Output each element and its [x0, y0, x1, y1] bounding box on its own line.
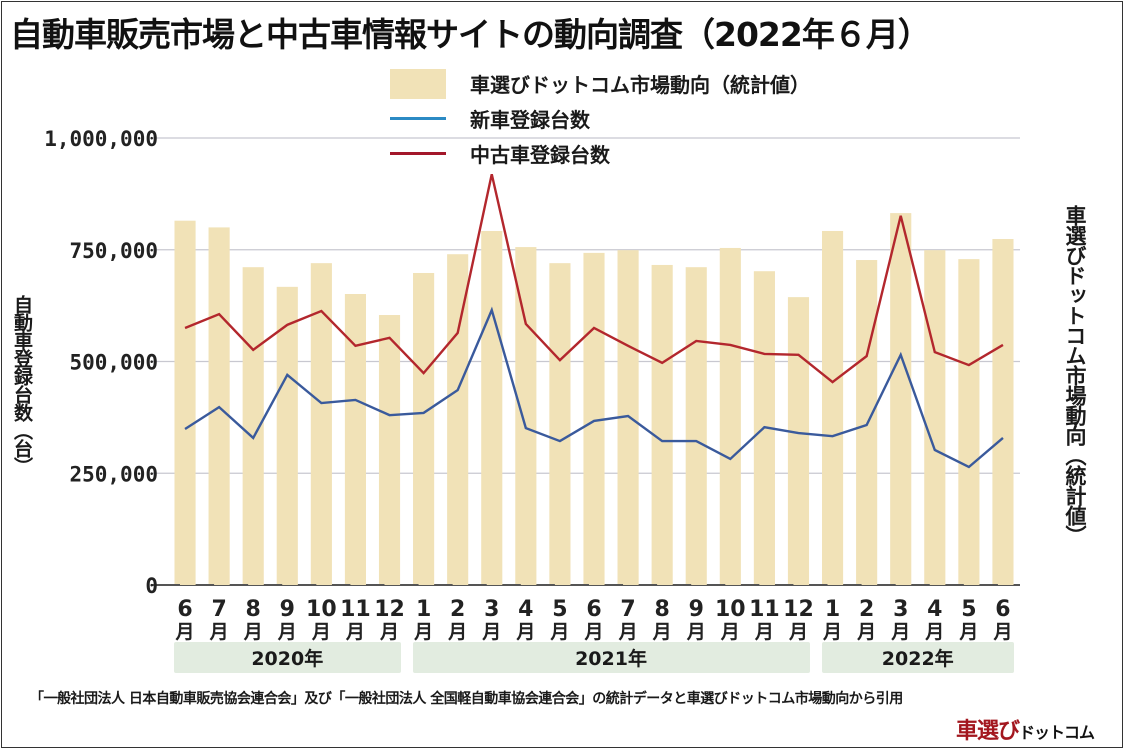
x-tick-label: 3	[484, 597, 499, 622]
x-tick-label: 8	[246, 597, 261, 622]
x-tick-label: 2	[450, 597, 465, 622]
bar	[617, 250, 639, 585]
bar	[992, 239, 1014, 585]
x-tick-label: 11	[749, 597, 780, 622]
x-tick-label: 6	[586, 597, 601, 622]
x-tick-label: 9	[689, 597, 704, 622]
legend-label-used-car: 中古車登録台数	[470, 143, 610, 167]
x-tick-label-suffix: 月	[243, 621, 263, 643]
bar	[719, 247, 741, 585]
bar	[447, 254, 469, 585]
x-tick-label-suffix: 月	[924, 621, 944, 643]
x-tick-label-suffix: 月	[413, 621, 433, 643]
y-tick-label: 1,000,000	[44, 127, 158, 151]
bar	[787, 297, 810, 585]
x-tick-label-suffix: 月	[618, 621, 638, 643]
legend-item-market: 車選びドットコム市場動向（統計値）	[390, 66, 810, 101]
x-tick-label-suffix: 月	[277, 621, 297, 643]
x-tick-label: 6	[177, 597, 192, 622]
bar	[344, 294, 367, 585]
y-tick-label: 0	[145, 574, 158, 598]
chart-title: 自動車販売市場と中古車情報サイトの動向調査（2022年６月）	[10, 15, 931, 54]
legend-label-new-car: 新車登録台数	[470, 108, 590, 132]
x-tick-label-suffix: 月	[379, 621, 399, 643]
x-tick-label: 3	[893, 597, 908, 622]
x-tick-label-suffix: 月	[481, 621, 501, 643]
legend-item-used-car: 中古車登録台数	[390, 136, 810, 171]
x-tick-label: 1	[825, 597, 840, 622]
year-band: 2020年	[174, 642, 401, 673]
legend-swatch-used-car	[390, 152, 446, 155]
bar	[378, 315, 401, 585]
x-tick-label-suffix: 月	[890, 621, 910, 643]
bar	[685, 267, 707, 585]
x-tick-label: 5	[552, 597, 567, 622]
brand-logo: 車選び ドットコム	[956, 713, 1095, 745]
bar	[651, 264, 673, 585]
x-tick-label-suffix: 月	[992, 621, 1012, 643]
x-tick-label: 2	[859, 597, 874, 622]
y-axis-label-left: 自動車登録台数（台）	[11, 295, 33, 475]
x-tick-label-suffix: 月	[209, 621, 229, 643]
x-tick-label: 4	[518, 597, 533, 622]
bar	[310, 263, 332, 585]
year-band: 2022年	[821, 642, 1014, 673]
bar	[583, 252, 605, 585]
x-tick-label-suffix: 月	[583, 621, 603, 643]
bar	[276, 286, 298, 585]
bar	[821, 230, 844, 585]
x-tick-label-suffix: 月	[447, 621, 467, 643]
y-tick-label: 750,000	[69, 239, 158, 263]
legend-swatch-bar	[390, 68, 446, 99]
x-tick-label: 8	[655, 597, 670, 622]
x-tick-label: 12	[783, 597, 814, 622]
y-tick-label: 250,000	[69, 462, 158, 486]
y-axis-label-right: 車選びドットコム市場動向（統計値）	[1063, 205, 1087, 545]
x-tick-label-suffix: 月	[652, 621, 672, 643]
x-tick-label: 6	[995, 597, 1010, 622]
x-tick-label: 12	[374, 597, 405, 622]
bar	[890, 213, 912, 585]
legend-label-market: 車選びドットコム市場動向（統計値）	[470, 73, 810, 97]
legend-item-new-car: 新車登録台数	[390, 101, 810, 136]
source-note: 「一般社団法人 日本自動車販売協会連合会」及び「一般社団法人 全国軽自動車協会連…	[30, 691, 903, 707]
x-tick-label-suffix: 月	[549, 621, 569, 643]
bar	[515, 247, 537, 585]
x-tick-label: 11	[340, 597, 371, 622]
x-tick-label-suffix: 月	[958, 621, 978, 643]
x-tick-label-suffix: 月	[720, 621, 740, 643]
y-tick-label: 500,000	[69, 351, 158, 375]
x-tick-label: 4	[927, 597, 942, 622]
x-tick-label-suffix: 月	[856, 621, 876, 643]
x-tick-label: 10	[306, 597, 337, 622]
bar	[174, 220, 196, 585]
x-tick-label: 1	[416, 597, 431, 622]
x-tick-label-suffix: 月	[686, 621, 706, 643]
x-tick-label: 7	[620, 597, 635, 622]
x-tick-label-suffix: 月	[788, 621, 808, 643]
x-tick-label-suffix: 月	[175, 621, 195, 643]
bar	[549, 263, 571, 585]
x-tick-label-suffix: 月	[311, 621, 331, 643]
x-tick-label: 5	[961, 597, 976, 622]
brand-logo-red: 車選び	[956, 719, 1020, 744]
year-band: 2021年	[412, 642, 810, 673]
x-tick-label-suffix: 月	[345, 621, 365, 643]
x-tick-label-suffix: 月	[754, 621, 774, 643]
bar	[481, 230, 503, 585]
legend-swatch-new-car	[390, 117, 446, 120]
x-tick-label: 10	[715, 597, 746, 622]
bar	[413, 272, 435, 585]
x-tick-label: 7	[211, 597, 226, 622]
x-tick-label: 9	[280, 597, 295, 622]
x-tick-label-suffix: 月	[822, 621, 842, 643]
bar	[924, 250, 946, 585]
bar	[958, 259, 980, 585]
x-tick-label-suffix: 月	[515, 621, 535, 643]
brand-logo-black: ドットコム	[1019, 723, 1095, 742]
legend: 車選びドットコム市場動向（統計値） 新車登録台数 中古車登録台数	[390, 66, 810, 171]
